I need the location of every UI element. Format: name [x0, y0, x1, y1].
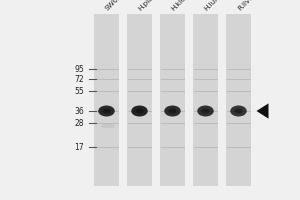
- Ellipse shape: [164, 106, 181, 116]
- Bar: [160, 14, 185, 186]
- Bar: [94, 14, 119, 186]
- Ellipse shape: [102, 109, 111, 113]
- Text: 17: 17: [74, 142, 84, 152]
- Polygon shape: [256, 103, 268, 119]
- Bar: [193, 14, 218, 186]
- Ellipse shape: [131, 106, 148, 116]
- Text: H.placenta: H.placenta: [137, 0, 169, 12]
- Text: H.lung: H.lung: [203, 0, 224, 12]
- Text: 72: 72: [74, 74, 84, 84]
- Text: SW620: SW620: [104, 0, 127, 12]
- Bar: [127, 14, 152, 186]
- Bar: [226, 14, 251, 186]
- Text: 36: 36: [74, 107, 84, 116]
- Ellipse shape: [201, 109, 210, 113]
- Ellipse shape: [234, 109, 243, 113]
- Text: H.kidney: H.kidney: [170, 0, 197, 12]
- Ellipse shape: [168, 109, 177, 113]
- Ellipse shape: [197, 106, 214, 116]
- Ellipse shape: [98, 106, 115, 116]
- Ellipse shape: [135, 109, 144, 113]
- Text: 55: 55: [74, 86, 84, 96]
- Text: 28: 28: [74, 118, 84, 128]
- Ellipse shape: [230, 106, 247, 116]
- Ellipse shape: [101, 124, 115, 128]
- Text: 95: 95: [74, 64, 84, 73]
- Text: R.liver: R.liver: [236, 0, 256, 12]
